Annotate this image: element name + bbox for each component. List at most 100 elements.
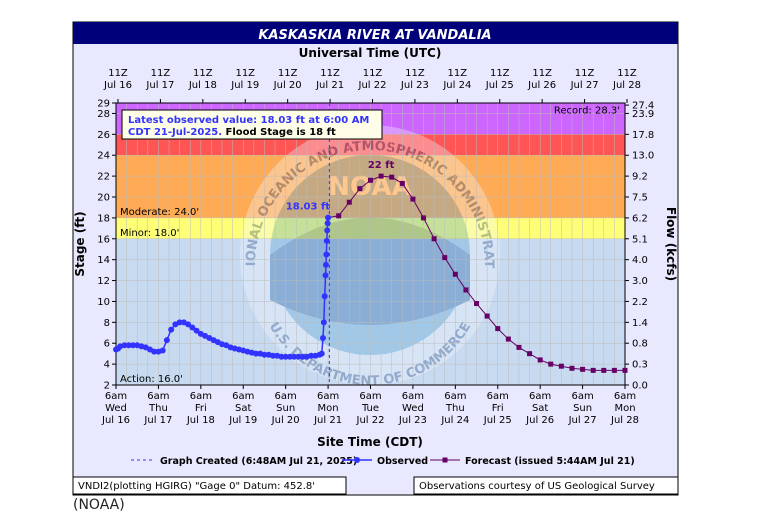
y-tick-label-12: 26: [97, 130, 110, 141]
legend-observed-label: Observed: [377, 456, 428, 467]
y-tick-label-0: 2: [104, 381, 110, 392]
watermark-inner-circle: [270, 155, 470, 355]
forecast-point: [569, 365, 575, 371]
forecast-point: [336, 213, 342, 219]
observed-point: [121, 342, 128, 349]
top-tick-label-10-l2: Jul 26: [527, 80, 556, 91]
forecast-point: [516, 344, 522, 350]
observed-point: [319, 335, 326, 341]
top-tick-label-10-l1: 11Z: [532, 68, 552, 79]
x-tick-label-11-l2: Sun: [573, 403, 592, 414]
top-tick-label-3-l1: 11Z: [235, 68, 255, 79]
y-axis-label-left: Stage (ft): [73, 211, 87, 276]
x-tick-label-7-l2: Wed: [402, 403, 424, 414]
x-tick-label-3-l3: Jul 19: [228, 415, 257, 426]
top-tick-label-6-l2: Jul 22: [358, 80, 387, 91]
right-tick-label-7: 5.1: [632, 234, 648, 245]
right-tick-label-12: 0.8: [632, 339, 648, 350]
observed-point: [322, 261, 329, 268]
right-tick-label-3: 13.0: [632, 151, 654, 162]
legend: Graph Created (6:48AM Jul 21, 2025) Obse…: [131, 456, 635, 467]
top-tick-label-3-l2: Jul 19: [230, 80, 259, 91]
forecast-point: [611, 367, 617, 373]
y-tick-label-1: 4: [104, 360, 110, 371]
legend-forecast-label: Forecast (issued 5:44AM Jul 21): [465, 456, 635, 467]
forecast-point: [431, 236, 437, 242]
x-tick-label-1-l1: 6am: [147, 391, 169, 402]
observed-point: [295, 353, 302, 360]
legend-created-label: Graph Created (6:48AM Jul 21, 2025): [160, 456, 357, 467]
right-tick-label-2: 17.8: [632, 130, 654, 141]
right-tick-label-11: 1.4: [632, 318, 648, 329]
x-tick-label-11-l1: 6am: [571, 391, 593, 402]
y-tick-label-3: 8: [104, 318, 110, 329]
x-tick-label-4-l3: Jul 20: [271, 415, 300, 426]
forecast-crest-label: 22 ft: [368, 160, 395, 171]
y-tick-label-5: 12: [97, 276, 110, 287]
y-axis-label-right: Flow (kcfs): [664, 207, 678, 281]
x-tick-label-5-l2: Mon: [318, 403, 339, 414]
x-tick-label-5-l1: 6am: [317, 391, 339, 402]
x-tick-label-12-l1: 6am: [614, 391, 636, 402]
forecast-point: [537, 357, 543, 363]
x-tick-label-6-l2: Tue: [361, 403, 379, 414]
observed-point: [291, 353, 298, 360]
observed-latest-label: 18.03 ft: [286, 202, 330, 213]
x-tick-label-3-l2: Sat: [235, 403, 251, 414]
right-tick-label-10: 2.2: [632, 297, 648, 308]
top-tick-label-5-l1: 11Z: [320, 68, 340, 79]
forecast-point: [527, 351, 533, 357]
forecast-point: [590, 367, 596, 373]
y-tick-label-10: 22: [97, 172, 110, 183]
forecast-point: [346, 199, 352, 205]
x-tick-label-5-l3: Jul 21: [313, 415, 342, 426]
observed-point: [325, 214, 332, 221]
grid-lines: [116, 103, 625, 385]
info-box: Latest observed value: 18.03 ft at 6:00 …: [121, 109, 383, 140]
top-tick-label-0-l2: Jul 16: [103, 80, 132, 91]
forecast-point: [484, 313, 490, 319]
x-tick-label-7-l1: 6am: [402, 391, 424, 402]
right-tick-label-9: 3.0: [632, 276, 648, 287]
top-tick-label-12-l1: 11Z: [617, 68, 637, 79]
info-line-2-date: CDT 21-Jul-2025.: [128, 127, 222, 138]
forecast-point: [410, 196, 416, 202]
forecast-point: [421, 215, 427, 221]
observed-point: [151, 348, 158, 355]
y-tick-label-2: 6: [104, 339, 110, 350]
x-tick-label-2-l1: 6am: [190, 391, 212, 402]
forecast-point: [622, 367, 628, 373]
x-tick-label-0-l3: Jul 16: [101, 415, 130, 426]
observed-point: [278, 353, 285, 360]
observed-point: [261, 351, 268, 358]
top-tick-label-11-l2: Jul 27: [570, 80, 599, 91]
observed-point: [282, 353, 289, 360]
observed-point: [269, 352, 276, 359]
x-tick-label-1-l2: Thu: [148, 403, 168, 414]
image-caption: (NOAA): [73, 497, 125, 513]
info-line-2-flood: Flood Stage is 18 ft: [222, 127, 336, 138]
x-tick-label-4-l1: 6am: [275, 391, 297, 402]
x-tick-label-0-l1: 6am: [105, 391, 127, 402]
top-tick-label-8-l1: 11Z: [448, 68, 468, 79]
y-tick-label-4: 10: [97, 297, 110, 308]
forecast-point: [399, 180, 405, 186]
footer-right-box: [413, 476, 679, 495]
x-tick-label-9-l3: Jul 25: [483, 415, 512, 426]
right-tick-label-14: 0.0: [632, 381, 648, 392]
top-tick-label-4-l1: 11Z: [278, 68, 298, 79]
x-tick-label-11-l3: Jul 27: [568, 415, 597, 426]
observed-point: [318, 350, 325, 357]
observed-point: [193, 327, 200, 334]
watermark-circle: [240, 125, 500, 385]
forecast-point: [452, 271, 458, 277]
forecast-point: [442, 255, 448, 261]
forecast-point: [548, 361, 554, 367]
observed-series: [113, 214, 332, 360]
footer-right-text: Observations courtesy of US Geological S…: [419, 481, 655, 492]
right-tick-label-8: 4.0: [632, 255, 648, 266]
observed-point: [163, 337, 170, 344]
top-tick-label-7-l1: 11Z: [405, 68, 425, 79]
